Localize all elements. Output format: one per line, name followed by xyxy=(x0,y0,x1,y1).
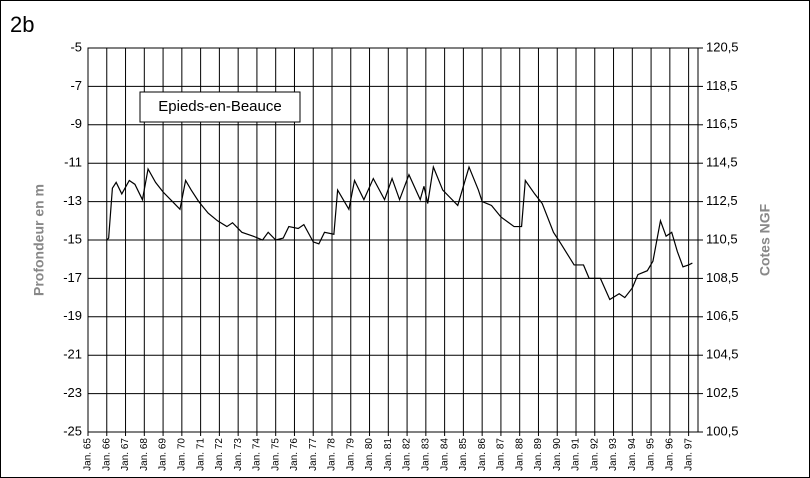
x-tick-label: Jan. 74 xyxy=(252,438,263,471)
y2-tick-label: 110,5 xyxy=(706,231,738,246)
x-tick-label: Jan. 76 xyxy=(289,438,300,471)
y-tick-label: -7 xyxy=(70,78,82,93)
x-tick-label: Jan. 66 xyxy=(101,438,112,471)
x-tick-label: Jan. 90 xyxy=(552,438,563,471)
x-tick-label: Jan. 81 xyxy=(383,438,394,471)
x-tick-label: Jan. 93 xyxy=(608,438,619,471)
panel-label: 2b xyxy=(10,12,34,37)
y-tick-label: -25 xyxy=(63,423,82,438)
x-tick-label: Jan. 88 xyxy=(514,438,525,471)
x-tick-label: Jan. 69 xyxy=(158,438,169,471)
y-tick-label: -17 xyxy=(63,270,82,285)
y2-tick-label: 112,5 xyxy=(706,193,738,208)
y-tick-label: -19 xyxy=(63,308,82,323)
x-tick-label: Jan. 80 xyxy=(364,438,375,471)
y-tick-label: -13 xyxy=(63,193,82,208)
x-tick-label: Jan. 84 xyxy=(439,438,450,471)
x-tick-label: Jan. 89 xyxy=(533,438,544,471)
y-tick-label: -11 xyxy=(64,155,82,170)
x-tick-label: Jan. 94 xyxy=(627,438,638,471)
annotation-box xyxy=(139,91,301,123)
plot-area: -25 -23 -21 -19 -17 -15 -13 -11 -9 -7 -5 100,5 102,5… xyxy=(63,39,738,470)
y2-tick-label: 108,5 xyxy=(706,270,739,285)
annotation: Epieds-en-Beauce xyxy=(158,98,281,115)
y2-tick-label: 104,5 xyxy=(706,347,739,362)
x-tick-label: Jan. 82 xyxy=(402,438,413,471)
y2-tick-label: 120,5 xyxy=(706,39,739,54)
y-tick-label: -9 xyxy=(70,116,82,131)
y2-tick-label: 116,5 xyxy=(706,116,738,131)
y-tick-label: -15 xyxy=(63,231,82,246)
x-tick-label: Jan. 79 xyxy=(345,438,356,471)
y-tick-label: -21 xyxy=(63,347,82,362)
x-tick-label: Jan. 68 xyxy=(139,438,150,471)
x-tick-label: Jan. 91 xyxy=(571,438,582,471)
x-tick-label: Jan. 85 xyxy=(458,438,469,471)
y2-tick-label: 102,5 xyxy=(706,385,739,400)
x-tick-label: Jan. 86 xyxy=(477,438,488,471)
y2-tick-label: 118,5 xyxy=(706,78,738,93)
x-tick-label: Jan. 71 xyxy=(195,438,206,471)
y2-axis-label: Cotes NGF xyxy=(757,203,773,276)
x-tick-label: Jan. 77 xyxy=(308,438,319,471)
x-tick-label: Jan. 92 xyxy=(589,438,600,471)
x-tick-label: Jan. 73 xyxy=(233,438,244,471)
y2-tick-label: 106,5 xyxy=(706,308,739,323)
y2-tick-label: 100,5 xyxy=(706,423,739,438)
x-tick-label: Jan. 70 xyxy=(176,438,187,471)
y2-tick-label: 114,5 xyxy=(706,155,738,170)
x-tick-label: Jan. 83 xyxy=(420,438,431,471)
x-tick-label: Jan. 75 xyxy=(270,438,281,471)
y-tick-label: -5 xyxy=(70,39,82,54)
y-tick-label: -23 xyxy=(63,385,82,400)
x-tick-label: Jan. 67 xyxy=(120,438,131,471)
x-tick-label: Jan. 72 xyxy=(214,438,225,471)
x-tick-label: Jan. 78 xyxy=(327,438,338,471)
y-axis-label: Profondeur en m xyxy=(31,184,47,296)
x-tick-label: Jan. 96 xyxy=(664,438,675,471)
x-tick-label: Jan. 65 xyxy=(83,438,94,471)
x-tick-label: Jan. 97 xyxy=(683,438,694,471)
plot-border xyxy=(87,47,699,433)
data-line xyxy=(106,164,693,301)
x-tick-label: Jan. 87 xyxy=(496,438,507,471)
x-tick-label: Jan. 95 xyxy=(646,438,657,471)
